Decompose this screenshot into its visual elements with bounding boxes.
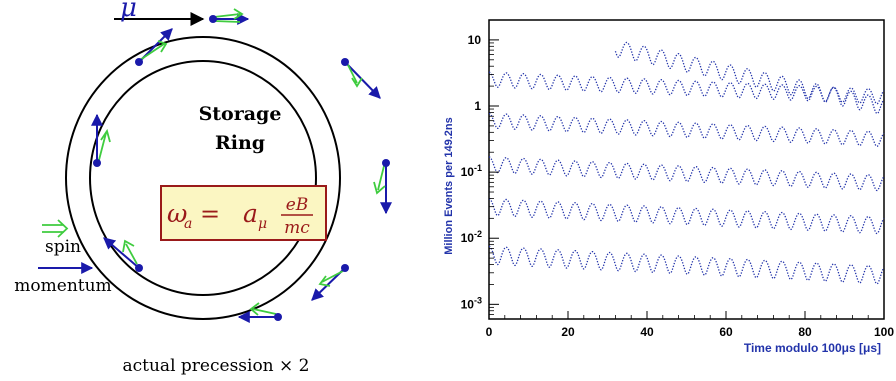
x-tick-label: 60 (719, 325, 733, 339)
muon-position-upper-right (341, 58, 381, 99)
x-axis-label: Time modulo 100μs [μs] (744, 341, 881, 355)
caption: actual precession × 2 (123, 356, 310, 376)
muon-position-bottom (237, 302, 282, 323)
spin-legend-arrow (42, 219, 69, 238)
ring-title-line1: Storage (199, 103, 282, 125)
y-tick-exponent: -3 (474, 295, 482, 305)
y-tick-base: 1 (474, 99, 481, 113)
x-tick-label: 80 (798, 325, 812, 339)
legend: spin momentum (14, 219, 112, 296)
outer-ring (65, 36, 341, 320)
y-tick-base: 10 (461, 297, 475, 311)
storage-ring-diagram: μ Storage Ring ω a = a μ eB mc (14, 0, 392, 376)
formula-box: ω a = a μ eB mc (160, 185, 327, 241)
y-tick-exponent: -2 (474, 229, 482, 239)
y-axis-label: Million Events per 149.2ns (443, 117, 455, 255)
y-tick-label: 10-1 (461, 163, 482, 179)
muon-position-lower-left (103, 237, 143, 272)
muon-position-right (373, 159, 392, 215)
omega-symbol: ω (167, 199, 187, 228)
a-symbol: a (243, 199, 258, 228)
data-series-2 (488, 71, 885, 105)
muon-position-top (209, 8, 250, 25)
data-series-6 (488, 245, 885, 285)
a-subscript: μ (258, 216, 267, 232)
data-series-3 (488, 112, 885, 147)
y-tick-label: 10 (468, 33, 482, 47)
y-tick-base: 10 (468, 33, 482, 47)
muon-position-left (91, 113, 111, 167)
muon-label: μ (120, 0, 137, 23)
y-tick-label: 10-2 (461, 229, 482, 245)
y-tick-label: 10-3 (461, 295, 482, 311)
omega-subscript: a (184, 216, 192, 232)
plot-frame (488, 19, 885, 320)
muon-position-upper-left (135, 28, 173, 66)
inner-ring (89, 60, 317, 296)
x-tick-label: 0 (486, 325, 493, 339)
x-tick-label: 20 (561, 325, 575, 339)
x-tick-label: 40 (640, 325, 654, 339)
fraction-numerator: eB (286, 195, 309, 215)
data-series-5 (488, 198, 885, 235)
data-series-1 (614, 41, 885, 115)
x-tick-label: 100 (874, 325, 894, 339)
y-tick-base: 10 (461, 165, 475, 179)
x-ticks: 0 20 40 60 80 100 (486, 311, 894, 339)
y-tick-label: 1 (474, 99, 481, 113)
equals-sign: = (200, 200, 220, 228)
y-tick-exponent: -1 (474, 163, 482, 173)
ring-title-line2: Ring (215, 132, 265, 154)
series-layer (488, 41, 885, 285)
fraction-denominator: mc (284, 218, 310, 238)
momentum-legend-label: momentum (14, 276, 111, 296)
spin-legend-label: spin (45, 237, 81, 257)
data-series-4 (488, 156, 885, 192)
y-tick-base: 10 (461, 231, 475, 245)
muon-position-lower-right (311, 264, 349, 301)
